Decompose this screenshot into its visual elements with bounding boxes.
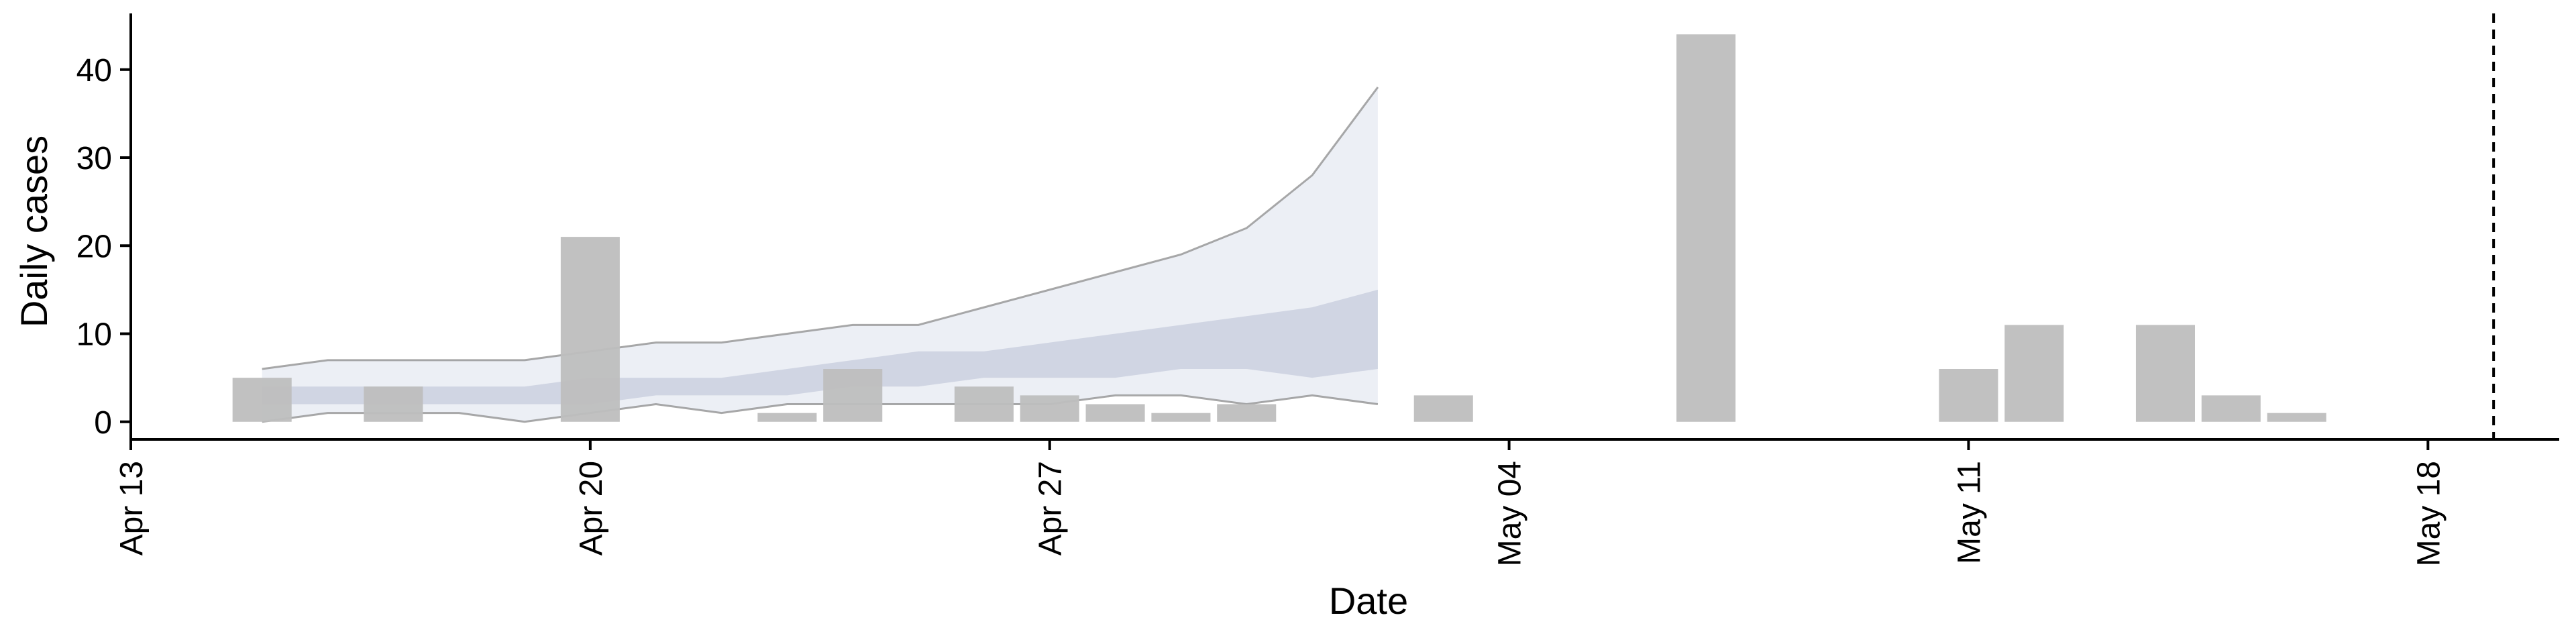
bar-2020-04-30	[1217, 404, 1277, 422]
y-axis-title: Daily cases	[13, 136, 55, 327]
bar-2020-04-17	[364, 386, 423, 422]
y-tick-label: 0	[94, 405, 112, 441]
x-tick-label: Apr 27	[1033, 461, 1069, 555]
plot-area	[232, 13, 2496, 439]
y-tick-label: 10	[76, 317, 112, 353]
y-tick-label: 30	[76, 141, 112, 176]
bar-2020-05-15	[2201, 395, 2261, 422]
bar-2020-05-03	[1413, 395, 1473, 422]
axes: 0 10 20 30 40 Apr 13 Apr 20 Apr 27 May 04 May 11 M…	[76, 13, 2559, 566]
bar-2020-05-16	[2267, 413, 2326, 422]
x-tick-label: Apr 20	[574, 461, 609, 555]
bar-2020-04-20	[560, 237, 620, 422]
bar-2020-04-27	[1020, 395, 1079, 422]
bar-2020-04-15	[232, 378, 292, 422]
bar-2020-04-28	[1085, 404, 1145, 422]
x-tick-label: May 04	[1493, 461, 1528, 566]
x-tick-label: May 18	[2411, 461, 2447, 566]
outer-upper-line	[262, 87, 1379, 370]
outer-lower-line	[262, 394, 1379, 423]
inner-interval-band	[262, 289, 1378, 405]
x-tick-label: Apr 13	[114, 461, 150, 555]
bar-2020-04-24	[823, 369, 883, 422]
bar-2020-04-29	[1151, 413, 1211, 422]
bar-2020-05-14	[2135, 325, 2195, 422]
x-axis-title: Date	[1329, 580, 1408, 622]
bar-2020-05-12	[2004, 325, 2064, 422]
bar-2020-05-07	[1676, 34, 1736, 422]
y-tick-label: 20	[76, 229, 112, 264]
bar-2020-05-11	[1939, 369, 1998, 422]
y-tick-label: 40	[76, 53, 112, 89]
bar-2020-04-26	[954, 386, 1014, 422]
x-tick-label: May 11	[1951, 461, 1987, 564]
bar-2020-04-23	[757, 413, 817, 422]
